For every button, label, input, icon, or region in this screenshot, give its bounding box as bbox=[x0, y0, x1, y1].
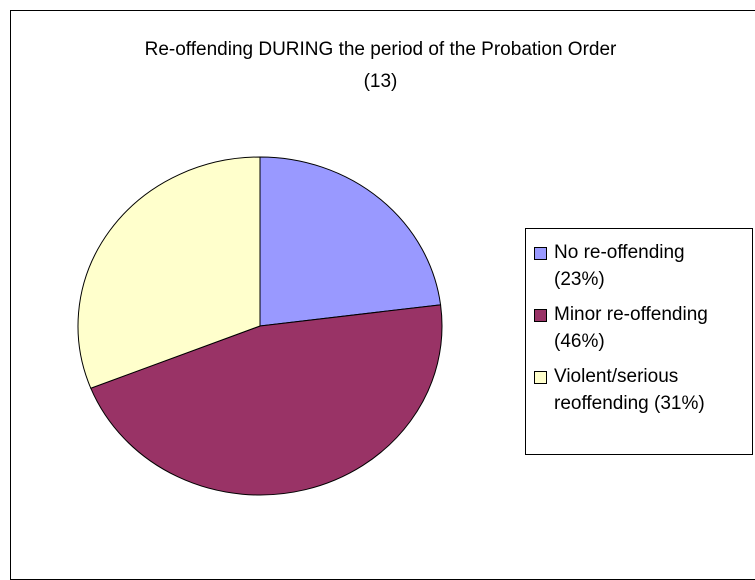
legend-label: Violent/serious reoffending (31%) bbox=[554, 366, 705, 414]
pie-slice bbox=[259, 156, 442, 327]
pie-slice bbox=[90, 304, 443, 496]
chart-title: Re-offending DURING the period of the Pr… bbox=[144, 39, 617, 92]
legend-swatch bbox=[534, 247, 547, 260]
legend-item: Violent/serious reoffending (31%) bbox=[534, 363, 734, 417]
pie-slice bbox=[77, 156, 261, 389]
legend-label: No re-offending (23%) bbox=[554, 242, 685, 290]
legend: No re-offending (23%) Minor re-offending … bbox=[525, 228, 753, 455]
chart bbox=[77, 156, 443, 496]
legend-swatch bbox=[534, 309, 547, 322]
page: Re-offending DURING the period of the Pr… bbox=[10, 10, 755, 580]
legend-swatch bbox=[534, 371, 547, 384]
legend-item: Minor re-offending (46%) bbox=[534, 301, 734, 355]
legend-label: Minor re-offending (46%) bbox=[554, 304, 708, 352]
legend-item: No re-offending (23%) bbox=[534, 239, 734, 293]
